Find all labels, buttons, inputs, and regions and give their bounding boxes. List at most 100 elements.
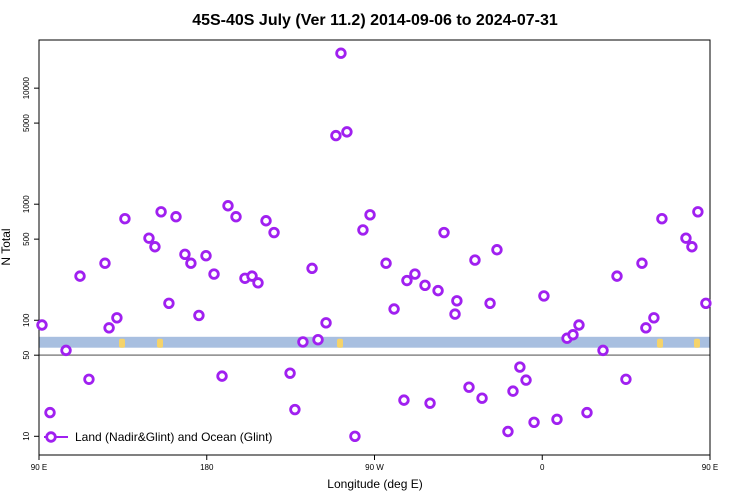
- data-point: [476, 392, 488, 404]
- chart-title: 45S-40S July (Ver 11.2) 2014-09-06 to 20…: [192, 12, 558, 29]
- data-point: [432, 284, 444, 297]
- data-point: [438, 226, 450, 239]
- data-point: [155, 206, 167, 218]
- data-point: [469, 254, 481, 266]
- x-tick-label: 90 W: [365, 463, 384, 472]
- data-point: [193, 309, 205, 322]
- data-point: [216, 370, 228, 382]
- data-point: [297, 336, 309, 348]
- data-point: [312, 333, 324, 346]
- data-point: [341, 126, 353, 138]
- data-point: [551, 413, 563, 426]
- y-tick-label: 100: [22, 313, 31, 327]
- x-axis-label: Longitude (deg E): [327, 477, 422, 491]
- data-point: [306, 262, 318, 275]
- x-tick-label: 90 E: [702, 463, 718, 472]
- data-point: [163, 297, 175, 309]
- band-highlight: [694, 338, 700, 348]
- data-point: [208, 268, 220, 280]
- data-point: [268, 226, 280, 239]
- data-point: [463, 381, 475, 393]
- band-highlight: [119, 338, 125, 348]
- data-point: [597, 344, 609, 357]
- data-point: [692, 206, 704, 218]
- data-point: [611, 270, 623, 282]
- data-point: [640, 322, 652, 334]
- data-point: [260, 215, 272, 227]
- data-point: [60, 344, 72, 357]
- data-point: [656, 213, 668, 225]
- data-point: [74, 270, 86, 282]
- data-point: [111, 312, 123, 324]
- data-point: [320, 317, 332, 329]
- data-point: [424, 397, 436, 409]
- data-point: [388, 303, 400, 315]
- data-point: [99, 257, 111, 269]
- x-tick-label: 0: [540, 463, 545, 472]
- data-point: [620, 373, 632, 385]
- band: [39, 336, 710, 348]
- x-tick-label: 90 E: [31, 463, 47, 472]
- data-point: [230, 211, 242, 223]
- data-point: [398, 394, 410, 406]
- data-point: [185, 257, 197, 269]
- data-point: [491, 244, 503, 256]
- data-point: [636, 257, 648, 269]
- data-point: [680, 232, 692, 244]
- data-point: [246, 270, 258, 282]
- data-point: [451, 295, 463, 307]
- band-highlight: [657, 338, 663, 348]
- y-axis-label: N Total: [0, 228, 13, 265]
- data-point: [179, 248, 191, 261]
- data-point: [83, 373, 95, 385]
- data-point: [419, 279, 431, 292]
- data-point: [401, 274, 413, 287]
- data-point: [364, 209, 376, 221]
- data-point: [284, 367, 296, 379]
- data-point: [357, 224, 369, 236]
- data-point: [449, 308, 461, 320]
- band-highlight: [337, 338, 343, 348]
- data-point: [700, 297, 712, 309]
- data-point: [686, 241, 698, 253]
- legend-marker: [45, 431, 57, 443]
- band-highlight: [157, 338, 163, 348]
- y-tick-label: 1000: [22, 195, 31, 213]
- data-point: [409, 268, 421, 280]
- data-point: [648, 312, 660, 324]
- data-point: [567, 329, 579, 341]
- data-point: [573, 319, 585, 331]
- data-point: [335, 47, 347, 59]
- data-point: [36, 319, 48, 331]
- data-point: [252, 277, 264, 289]
- data-point: [149, 241, 161, 253]
- y-tick-label: 10000: [22, 76, 31, 99]
- data-point: [581, 406, 593, 419]
- data-point: [507, 385, 519, 397]
- data-point: [44, 406, 56, 419]
- data-point: [349, 430, 361, 442]
- x-tick-label: 180: [200, 463, 214, 472]
- data-point: [502, 425, 514, 438]
- data-point: [119, 213, 131, 225]
- data-point: [200, 249, 212, 262]
- data-point: [170, 211, 182, 223]
- data-point: [330, 129, 342, 142]
- data-point: [538, 290, 550, 302]
- data-point: [528, 416, 540, 429]
- y-tick-label: 5000: [22, 114, 31, 132]
- data-point: [289, 403, 301, 416]
- data-point: [514, 361, 526, 373]
- data-point: [484, 297, 496, 309]
- data-point: [103, 322, 115, 334]
- y-tick-label: 500: [22, 232, 31, 246]
- y-tick-label: 10: [22, 431, 31, 440]
- data-point: [520, 374, 532, 386]
- data-point: [222, 200, 234, 212]
- data-point: [143, 232, 155, 244]
- y-tick-label: 50: [22, 350, 31, 359]
- data-point: [380, 257, 392, 269]
- legend-label: Land (Nadir&Glint) and Ocean (Glint): [75, 430, 272, 444]
